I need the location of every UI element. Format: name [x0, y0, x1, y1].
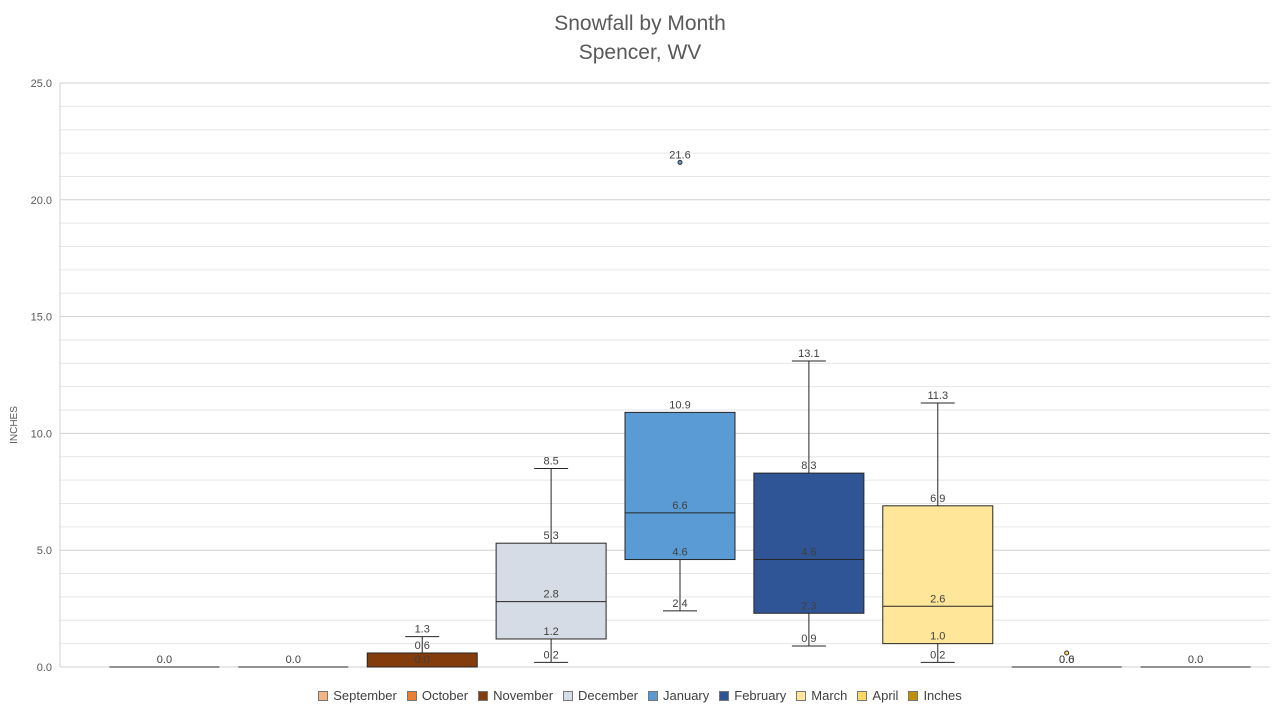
data-label: 1.0 [930, 631, 945, 643]
legend-item: November [478, 688, 553, 703]
legend-label: September [333, 688, 397, 703]
legend-swatch [908, 690, 919, 701]
legend-item: January [648, 688, 709, 703]
y-tick-label: 25.0 [31, 78, 52, 90]
chart-subtitle: Spencer, WV [578, 41, 702, 64]
legend-label: January [663, 688, 710, 703]
legend-item: September [318, 688, 397, 703]
box-march [882, 505, 994, 645]
data-label: 2.8 [543, 589, 558, 601]
legend-item: April [857, 688, 898, 703]
data-label: 2.6 [930, 593, 945, 605]
legend-label: Inches [923, 688, 962, 703]
data-label: 2.3 [801, 600, 816, 612]
legend-swatch [478, 690, 489, 701]
legend-item: Inches [908, 688, 962, 703]
box-february [753, 472, 865, 614]
legend-swatch [563, 690, 574, 701]
outlier-point [677, 159, 683, 165]
data-label: 8.3 [801, 460, 816, 472]
outlier-point [1064, 650, 1070, 656]
legend-swatch [857, 690, 868, 701]
data-label: 0.2 [543, 649, 558, 661]
chart-legend: September October November December January F… [0, 688, 1280, 703]
y-tick-label: 0.0 [37, 662, 52, 674]
legend-swatch [318, 690, 329, 701]
legend-swatch [406, 690, 417, 701]
data-label: 8.5 [543, 455, 558, 467]
data-label: 2.4 [672, 598, 687, 610]
legend-swatch [648, 690, 659, 701]
legend-label: November [493, 688, 554, 703]
data-label: 0.0 [286, 654, 301, 666]
data-label: 1.2 [543, 626, 558, 638]
data-label: 0.0 [1059, 654, 1074, 666]
data-label: 0.0 [157, 654, 172, 666]
data-label: 6.6 [672, 500, 687, 512]
data-label: 0.0 [1188, 654, 1203, 666]
data-label: 0.6 [1059, 654, 1074, 666]
legend-label: March [811, 688, 848, 703]
legend-item: February [719, 688, 786, 703]
box-january [624, 411, 736, 561]
data-label: 6.9 [930, 493, 945, 505]
legend-swatch [796, 690, 807, 701]
data-label: 1.3 [415, 624, 430, 636]
legend-label: December [578, 688, 639, 703]
y-tick-label: 15.0 [31, 312, 52, 324]
legend-item: October [406, 688, 469, 703]
legend-item: December [563, 688, 638, 703]
y-tick-label: 20.0 [31, 195, 52, 207]
chart-title: Snowfall by Month [554, 12, 726, 35]
y-tick-label: 10.0 [31, 428, 52, 440]
data-label: 21.6 [669, 149, 690, 161]
box-december [495, 542, 607, 640]
data-label: 0.2 [930, 649, 945, 661]
y-axis-label: INCHES [9, 406, 20, 444]
y-tick-label: 5.0 [37, 545, 52, 557]
data-label: 11.3 [927, 390, 948, 402]
legend-swatch [719, 690, 730, 701]
legend-label: April [872, 688, 899, 703]
data-label: 0.0 [415, 654, 430, 666]
legend-label: October [421, 688, 469, 703]
data-label: 13.1 [798, 348, 819, 360]
legend-label: February [734, 688, 787, 703]
data-label: 4.6 [672, 547, 687, 559]
data-label: 5.3 [543, 530, 558, 542]
legend-item: March [796, 688, 847, 703]
data-label: 0.6 [415, 640, 430, 652]
data-label: 0.9 [801, 633, 816, 645]
data-label: 10.9 [669, 399, 690, 411]
data-label: 4.6 [801, 547, 816, 559]
